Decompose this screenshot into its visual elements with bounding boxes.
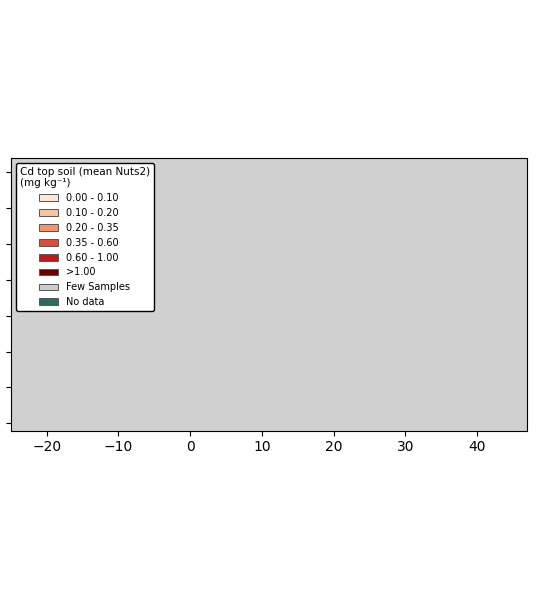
Legend: 0.00 - 0.10, 0.10 - 0.20, 0.20 - 0.35, 0.35 - 0.60, 0.60 - 1.00, >1.00, Few Samp: 0.00 - 0.10, 0.10 - 0.20, 0.20 - 0.35, 0… xyxy=(16,163,153,311)
